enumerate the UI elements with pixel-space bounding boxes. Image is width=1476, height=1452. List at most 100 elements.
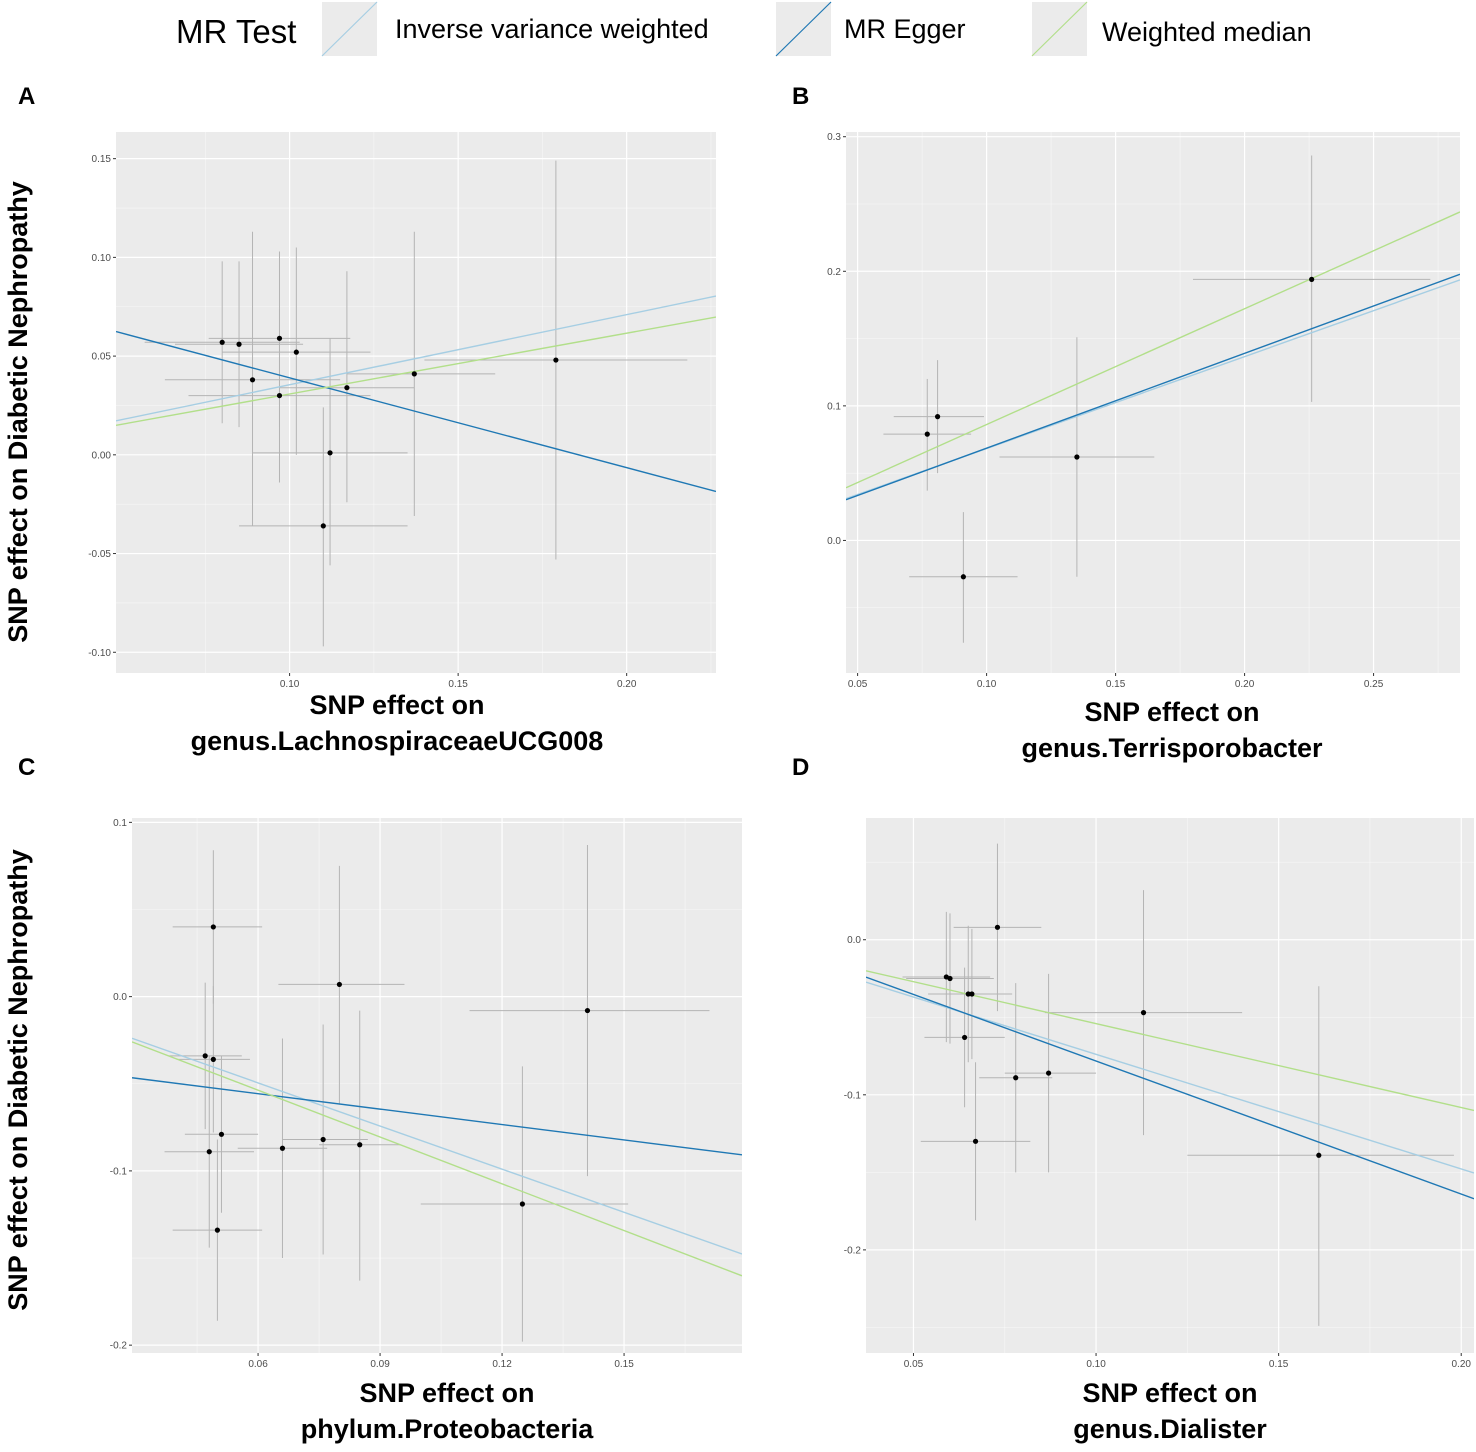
panel-c-point-6 — [218, 1131, 225, 1137]
panel-a-plot-background — [116, 132, 716, 673]
panel-b-y-tick-label: 0.3 — [827, 132, 841, 143]
panel-c-plot-area — [132, 818, 742, 1353]
panel-c-point-11 — [519, 1201, 526, 1207]
panel-d-point-5 — [969, 991, 975, 997]
panel-a-y-tick-label: 0.05 — [92, 352, 112, 363]
panel-c-point-4 — [210, 1056, 216, 1062]
panel-a: A0.10 0.15 0.20-0.10-0.050.000.050.100.15S… — [18, 83, 716, 756]
legend-title: MR Test — [176, 13, 296, 50]
panel-a-point-4 — [276, 335, 283, 341]
panel-b-plot-background — [846, 132, 1460, 673]
panel-a-x-tick-label: 0.10 — [280, 679, 300, 690]
panel-c-point-1 — [202, 1053, 208, 1059]
panel-b-line-weighted-median — [846, 211, 1460, 489]
panel-c-line-weighted-median — [132, 1041, 742, 1277]
panel-d-line-mr-egger — [866, 976, 1474, 1200]
panel-b-x-tick-label: 0.05 — [848, 679, 868, 690]
legend-label-weighted-median: Weighted median — [1102, 17, 1312, 47]
panel-c-point-12 — [584, 1007, 591, 1014]
panel-c-point-8 — [320, 1136, 326, 1143]
panel-a-y-tick-label: 0.10 — [92, 253, 112, 264]
panel-c: C 0.06 0.09 0.12 0.15 -0.2 -0.1 0.0 0.1 SNP effec… — [18, 754, 742, 1444]
panel-a-plot-area — [116, 132, 716, 673]
panel-a-x-axis-title-line-2: genus.LachnospiraceaeUCG008 — [191, 726, 604, 756]
panel-b-x-tick-label: 0.25 — [1364, 679, 1384, 690]
panel-c-point-2 — [206, 1149, 212, 1155]
panel-c-x-tick-label: 0.06 — [248, 1359, 268, 1370]
panel-b-y-tick-label: 0.1 — [827, 401, 841, 412]
panel-c-y-tick-label: -0.1 — [110, 1166, 128, 1177]
legend-label-mr-egger: MR Egger — [844, 14, 966, 44]
panel-a-x-tick-label: 0.15 — [448, 679, 468, 690]
panel-a-point-3 — [249, 377, 256, 383]
panel-d-plot-area — [866, 818, 1474, 1353]
legend-key-ivw — [321, 1, 378, 57]
panel-a-point-8 — [327, 450, 333, 456]
panel-b-x-tick-label: 0.10 — [977, 679, 997, 690]
panel-b-point-5 — [1309, 276, 1315, 282]
panel-c-x-axis-title-line-2: phylum.Proteobacteria — [301, 1414, 595, 1444]
panel-d: D 0.05 0.10 0.15 0.20 -0.2 -0.1 0.0 SNP effect o… — [792, 754, 1474, 1444]
panel-b-point-3 — [960, 574, 966, 580]
panel-d-y-tick-label: -0.2 — [844, 1245, 862, 1256]
panel-c-plot-background — [132, 818, 742, 1353]
panel-c-y-tick-label: -0.2 — [110, 1341, 128, 1352]
panel-b-y-tick-label: 0.0 — [827, 536, 841, 547]
panel-d-point-4 — [965, 991, 971, 997]
panel-d-x-tick-label: 0.05 — [904, 1359, 924, 1370]
panel-a-point-6 — [293, 349, 299, 355]
panel-c-x-axis-title-line-1: SNP effect on — [359, 1378, 534, 1408]
panel-d-point-11 — [1316, 1152, 1322, 1158]
panel-b-point-2 — [934, 414, 941, 420]
panel-c-x-tick-label: 0.12 — [492, 1359, 512, 1370]
panel-b-point-1 — [924, 431, 930, 437]
panel-a-point-10 — [411, 371, 417, 377]
panel-d-point-2 — [947, 975, 953, 982]
panel-c-letter: C — [18, 754, 35, 781]
panel-a-x-axis-title-line-1: SNP effect on — [309, 690, 484, 720]
panel-c-point-9 — [336, 981, 342, 988]
panel-a-point-7 — [320, 523, 326, 529]
panel-a-line-weighted-median — [116, 316, 716, 427]
panel-d-point-6 — [972, 1138, 979, 1144]
panel-b-x-tick-label: 0.20 — [1235, 679, 1255, 690]
panel-c-y-tick-label: 0.1 — [113, 818, 127, 829]
panel-a-x-tick-label: 0.20 — [617, 679, 637, 690]
panel-d-x-tick-label: 0.10 — [1086, 1359, 1106, 1370]
legend-key-weighted-median — [1031, 1, 1088, 57]
panel-b-point-4 — [1074, 454, 1080, 460]
panel-a-point-9 — [344, 385, 350, 391]
panel-d-x-tick-label: 0.15 — [1269, 1359, 1289, 1370]
panel-a-y-tick-label: 0.15 — [92, 154, 112, 165]
panel-b-x-axis-title-line-1: SNP effect on — [1084, 697, 1259, 727]
panel-d-x-axis-title-line-2: genus.Dialister — [1073, 1414, 1267, 1444]
panels: A0.10 0.15 0.20-0.10-0.050.000.050.100.15S… — [18, 83, 1474, 1444]
legend-key-mr-egger — [775, 1, 832, 57]
panel-d-point-9 — [1045, 1070, 1052, 1076]
panel-c-line-inverse-variance-weighted — [132, 1037, 742, 1255]
panel-a-point-2 — [236, 341, 242, 347]
panel-c-x-tick-label: 0.09 — [370, 1359, 390, 1370]
panel-d-y-tick-label: -0.1 — [844, 1090, 862, 1101]
panel-d-point-8 — [1013, 1075, 1019, 1081]
panel-c-point-3 — [210, 924, 216, 930]
panel-d-x-axis-title-line-1: SNP effect on — [1082, 1378, 1257, 1408]
panel-a-point-5 — [276, 392, 283, 399]
panel-d-point-10 — [1140, 1010, 1147, 1016]
panel-a-line-inverse-variance-weighted — [116, 295, 716, 422]
panel-a-line-mr-egger — [116, 330, 716, 493]
panel-d-y-tick-label: 0.0 — [847, 935, 861, 946]
panel-b-x-tick-label: 0.15 — [1106, 679, 1126, 690]
panel-b-y-tick-label: 0.2 — [827, 267, 841, 278]
panel-a-y-tick-label: -0.05 — [88, 549, 111, 560]
panel-a-point-11 — [553, 357, 559, 363]
panel-a-y-tick-label: -0.10 — [88, 648, 111, 659]
y-axis-title-top: SNP effect on Diabetic Nephropathy — [3, 181, 33, 643]
panel-c-point-10 — [357, 1142, 363, 1148]
panel-b: B 0.05 0.10 0.15 0.20 0.25 0.0 0.1 0.2 0.3 SNP eff… — [792, 83, 1460, 763]
panel-a-point-1 — [219, 339, 225, 345]
legend: MR Test Inverse variance weighted MR Egg… — [176, 1, 1312, 57]
panel-a-y-tick-label: 0.00 — [92, 450, 112, 461]
panel-c-y-tick-label: 0.0 — [113, 992, 127, 1003]
